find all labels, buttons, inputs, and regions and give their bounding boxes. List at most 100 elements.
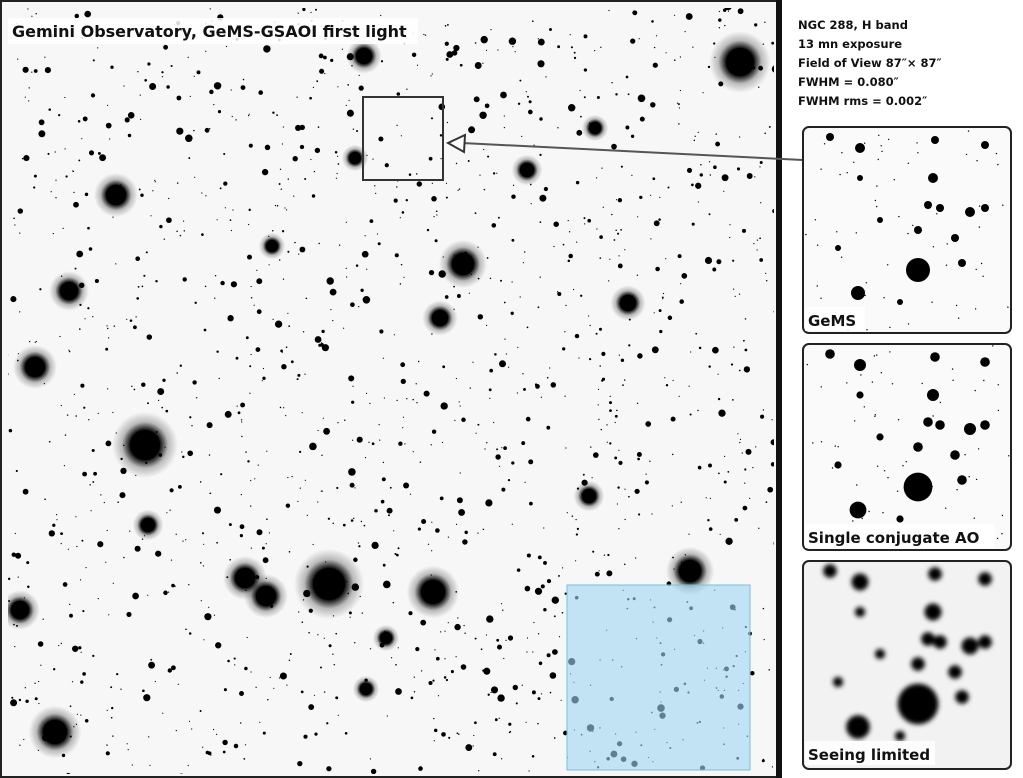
star bbox=[501, 447, 503, 449]
inset-stars bbox=[805, 130, 1009, 333]
star bbox=[76, 545, 78, 548]
star bbox=[203, 328, 207, 332]
star bbox=[37, 641, 44, 647]
star bbox=[697, 465, 702, 470]
star bbox=[159, 224, 163, 229]
star bbox=[609, 442, 612, 445]
star bbox=[345, 104, 347, 106]
star bbox=[288, 659, 291, 662]
star bbox=[425, 394, 428, 397]
star bbox=[625, 125, 630, 130]
star bbox=[249, 365, 252, 368]
star bbox=[637, 94, 646, 103]
bright-star bbox=[360, 683, 372, 695]
star bbox=[10, 699, 18, 707]
star bbox=[8, 577, 11, 581]
inset-star bbox=[911, 657, 925, 671]
star bbox=[209, 492, 212, 495]
star bbox=[243, 758, 246, 760]
inset bbox=[803, 561, 1011, 769]
star bbox=[137, 70, 139, 73]
star bbox=[315, 8, 317, 11]
star bbox=[97, 151, 101, 155]
inset-star bbox=[980, 357, 990, 367]
star bbox=[150, 215, 152, 217]
star bbox=[573, 56, 577, 60]
star bbox=[490, 29, 492, 31]
star bbox=[739, 438, 742, 440]
star bbox=[332, 522, 334, 525]
star bbox=[320, 342, 323, 344]
star bbox=[176, 372, 178, 374]
star bbox=[203, 543, 205, 545]
star bbox=[107, 104, 109, 106]
bright-star bbox=[141, 518, 155, 532]
star bbox=[278, 677, 281, 679]
star bbox=[194, 176, 196, 178]
star bbox=[697, 201, 700, 203]
star bbox=[131, 764, 133, 766]
star bbox=[445, 182, 448, 184]
inset-star bbox=[924, 603, 942, 621]
star bbox=[679, 89, 682, 92]
star bbox=[314, 147, 321, 154]
star bbox=[349, 482, 355, 488]
star bbox=[144, 78, 148, 82]
star bbox=[473, 734, 475, 737]
star bbox=[511, 194, 516, 199]
star bbox=[584, 223, 586, 225]
star bbox=[695, 332, 698, 335]
star bbox=[599, 365, 601, 367]
star bbox=[467, 160, 470, 162]
star bbox=[250, 285, 252, 288]
star bbox=[457, 617, 459, 619]
star bbox=[433, 215, 435, 218]
star bbox=[84, 719, 89, 723]
star bbox=[11, 696, 14, 699]
star bbox=[771, 65, 774, 73]
star bbox=[762, 409, 765, 411]
star bbox=[680, 283, 682, 285]
inset-star bbox=[930, 352, 940, 362]
star bbox=[511, 281, 513, 283]
faint-star bbox=[978, 226, 981, 228]
star bbox=[162, 712, 164, 714]
star bbox=[537, 633, 540, 635]
star bbox=[90, 510, 92, 512]
star bbox=[500, 758, 503, 760]
bright-star bbox=[106, 185, 126, 205]
star bbox=[305, 297, 308, 300]
inset-star bbox=[851, 573, 869, 591]
star bbox=[264, 144, 271, 151]
star bbox=[531, 20, 534, 23]
star bbox=[490, 686, 499, 694]
star bbox=[447, 24, 449, 26]
star bbox=[592, 550, 595, 553]
star bbox=[606, 424, 608, 426]
star bbox=[146, 334, 153, 340]
star bbox=[28, 100, 30, 102]
star bbox=[631, 174, 633, 176]
star bbox=[351, 400, 355, 404]
star bbox=[697, 409, 699, 412]
star bbox=[219, 85, 221, 88]
star bbox=[258, 90, 264, 95]
star bbox=[497, 216, 500, 219]
star bbox=[103, 501, 105, 504]
bright-star bbox=[452, 253, 474, 275]
star bbox=[439, 496, 444, 501]
inset-star bbox=[854, 606, 866, 618]
star bbox=[310, 158, 312, 161]
star bbox=[717, 397, 721, 401]
star bbox=[745, 448, 752, 455]
star bbox=[75, 516, 77, 518]
star bbox=[485, 49, 488, 52]
star bbox=[312, 543, 314, 546]
star bbox=[397, 647, 399, 649]
star bbox=[572, 288, 575, 291]
star bbox=[241, 435, 243, 438]
star bbox=[768, 669, 770, 671]
star bbox=[516, 568, 521, 572]
star bbox=[337, 86, 339, 88]
star bbox=[215, 642, 222, 649]
